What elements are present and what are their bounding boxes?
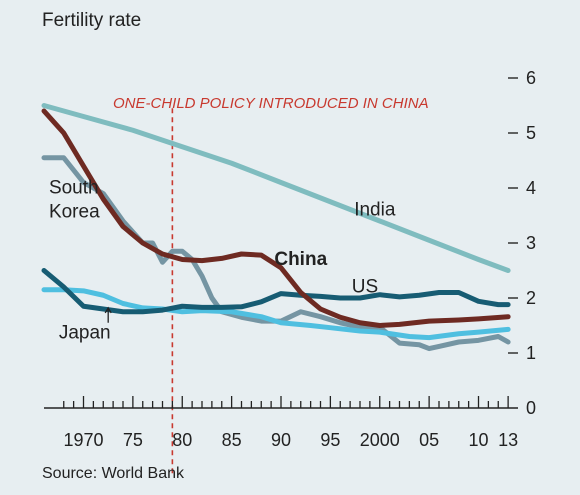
y-axis-title: Fertility rate [42,10,141,31]
y-tick-label: 4 [526,178,536,198]
series-line-japan [41,287,511,341]
x-tick-label: 1970 [63,430,103,450]
x-tick-label: 2000 [360,430,400,450]
x-tick-label: 95 [320,430,340,450]
x-tick-label: 75 [123,430,143,450]
series-label-line: Korea [49,202,100,223]
y-tick-label: 6 [526,68,536,88]
series-line-us [41,268,511,315]
series-line-india [41,103,511,273]
x-tick-label: 80 [172,430,192,450]
series-label-japan: Japan [59,323,111,344]
one-child-policy-annotation: ONE-CHILD POLICY INTRODUCED IN CHINA [113,95,429,476]
series-label-china: China [274,249,327,270]
x-axis: 1970 75 80 85 90 95 2000 05 10 13 [44,396,518,450]
x-tick-label: 85 [222,430,242,450]
japan-pointer-head [104,306,112,314]
series-label-us: US [352,277,378,298]
x-tick-label: 13 [498,430,518,450]
x-tick-label: 05 [419,430,439,450]
series-label-india: India [354,200,396,221]
y-tick-label: 5 [526,123,536,143]
source-note: Source: World Bank [42,465,185,482]
y-tick-label: 1 [526,343,536,363]
policy-label: ONE-CHILD POLICY INTRODUCED IN CHINA [113,95,429,112]
series-label-line: South [49,178,99,199]
y-axis: 0 1 2 3 4 5 6 [508,68,536,418]
series-line-china [41,108,511,328]
y-tick-label: 2 [526,288,536,308]
series-label-south-korea: South Korea [49,178,100,223]
x-tick-label: 90 [271,430,291,450]
y-tick-label: 3 [526,233,536,253]
y-tick-label: 0 [526,398,536,418]
series-labels: India South Korea Japan US China [49,178,396,344]
series-lines [41,103,511,352]
x-tick-label: 10 [468,430,488,450]
